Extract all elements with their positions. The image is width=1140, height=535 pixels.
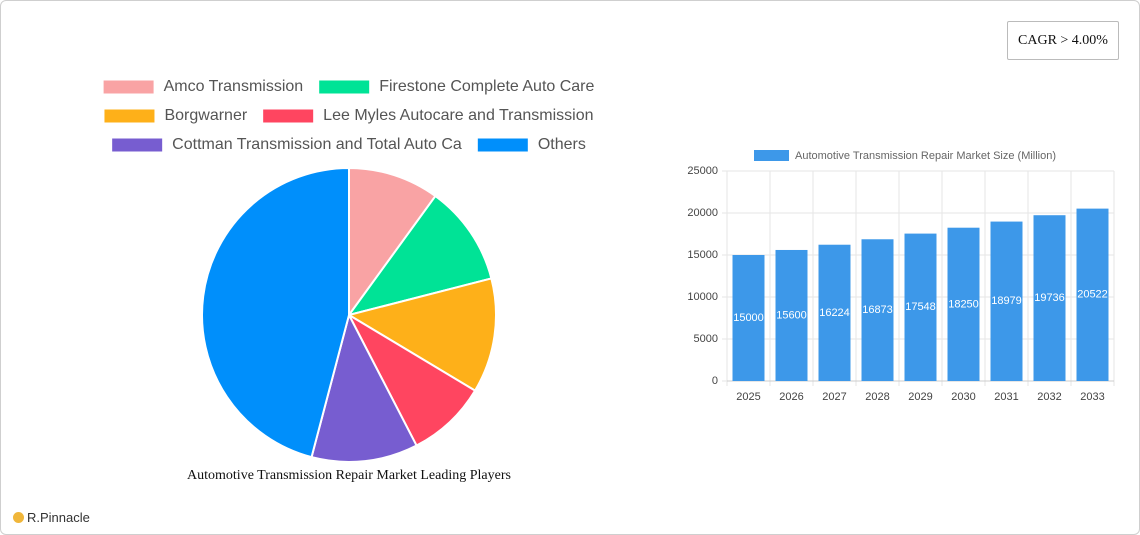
pie-slice: [310, 312, 418, 463]
pie-slice: [348, 166, 437, 319]
bar: [1076, 208, 1109, 381]
x-tick-label: 2032: [1037, 391, 1061, 403]
legend-swatch: [754, 150, 789, 161]
legend-label: Cottman Transmission and Total Auto Ca: [172, 136, 462, 153]
pie-slice: [201, 166, 350, 459]
legend-label: Others: [538, 136, 586, 153]
y-tick-label: 25000: [687, 165, 718, 177]
legend-swatch: [103, 80, 154, 94]
bar: [990, 221, 1023, 381]
data-label: 15600: [776, 309, 807, 321]
bar: [947, 227, 980, 381]
logo: R.Pinnacle: [13, 510, 90, 525]
logo-icon: [13, 512, 24, 523]
bar: [775, 249, 808, 381]
legend-label: Automotive Transmission Repair Market Si…: [795, 150, 1056, 162]
legend-swatch: [319, 80, 370, 94]
x-tick-label: 2029: [908, 391, 932, 403]
cagr-badge: CAGR > 4.00%: [1007, 21, 1119, 60]
bar: [818, 244, 851, 381]
pie-slice: [346, 277, 497, 392]
data-label: 17548: [905, 301, 936, 313]
x-tick-label: 2026: [779, 391, 803, 403]
legend-label: Borgwarner: [164, 107, 247, 124]
data-label: 15000: [733, 312, 764, 324]
pie-slice: [346, 312, 477, 447]
data-label: 16224: [819, 307, 850, 319]
bar: [904, 233, 937, 381]
data-label: 16873: [862, 304, 893, 316]
legend-label: Amco Transmission: [164, 78, 304, 95]
legend-label: Firestone Complete Auto Care: [379, 78, 594, 95]
legend-swatch: [112, 138, 163, 152]
bar: [732, 255, 765, 381]
data-label: 19736: [1034, 292, 1065, 304]
pie-slice: [346, 194, 493, 317]
logo-text: R.Pinnacle: [27, 510, 90, 525]
data-label: 18979: [991, 295, 1022, 307]
y-tick-label: 15000: [687, 249, 718, 261]
legend-swatch: [104, 109, 155, 123]
x-tick-label: 2028: [865, 391, 889, 403]
bar: [1033, 215, 1066, 381]
y-tick-label: 5000: [694, 333, 718, 345]
legend-label: Lee Myles Autocare and Transmission: [323, 107, 593, 124]
x-tick-label: 2033: [1080, 391, 1104, 403]
y-tick-label: 0: [712, 375, 718, 387]
legend-swatch: [477, 138, 528, 152]
y-tick-label: 10000: [687, 291, 718, 303]
y-tick-label: 20000: [687, 207, 718, 219]
data-label: 18250: [948, 298, 979, 310]
x-tick-label: 2030: [951, 391, 975, 403]
x-tick-label: 2031: [994, 391, 1018, 403]
x-tick-label: 2027: [822, 391, 846, 403]
x-tick-label: 2025: [736, 391, 760, 403]
bar: [861, 239, 894, 381]
pie-title: Automotive Transmission Repair Market Le…: [187, 468, 511, 483]
data-label: 20522: [1077, 289, 1108, 301]
legend-swatch: [263, 109, 314, 123]
